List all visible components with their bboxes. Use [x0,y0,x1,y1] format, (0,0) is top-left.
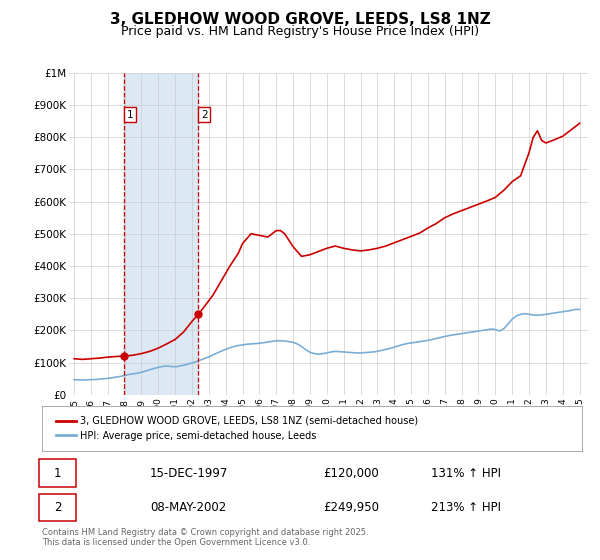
Text: 131% ↑ HPI: 131% ↑ HPI [431,466,501,479]
Text: Price paid vs. HM Land Registry's House Price Index (HPI): Price paid vs. HM Land Registry's House … [121,25,479,38]
Text: 2: 2 [54,501,61,514]
Legend: 3, GLEDHOW WOOD GROVE, LEEDS, LS8 1NZ (semi-detached house), HPI: Average price,: 3, GLEDHOW WOOD GROVE, LEEDS, LS8 1NZ (s… [52,412,422,445]
Text: Contains HM Land Registry data © Crown copyright and database right 2025.
This d: Contains HM Land Registry data © Crown c… [42,528,368,547]
FancyBboxPatch shape [40,459,76,487]
Text: 3, GLEDHOW WOOD GROVE, LEEDS, LS8 1NZ: 3, GLEDHOW WOOD GROVE, LEEDS, LS8 1NZ [110,12,490,27]
Text: 15-DEC-1997: 15-DEC-1997 [150,466,229,479]
Text: 1: 1 [127,110,133,120]
Text: £120,000: £120,000 [323,466,379,479]
Bar [124,73,198,395]
Text: 2: 2 [201,110,208,120]
Text: 213% ↑ HPI: 213% ↑ HPI [431,501,501,514]
Text: 1: 1 [54,466,61,479]
Text: £249,950: £249,950 [323,501,379,514]
Text: 08-MAY-2002: 08-MAY-2002 [150,501,226,514]
FancyBboxPatch shape [40,493,76,521]
